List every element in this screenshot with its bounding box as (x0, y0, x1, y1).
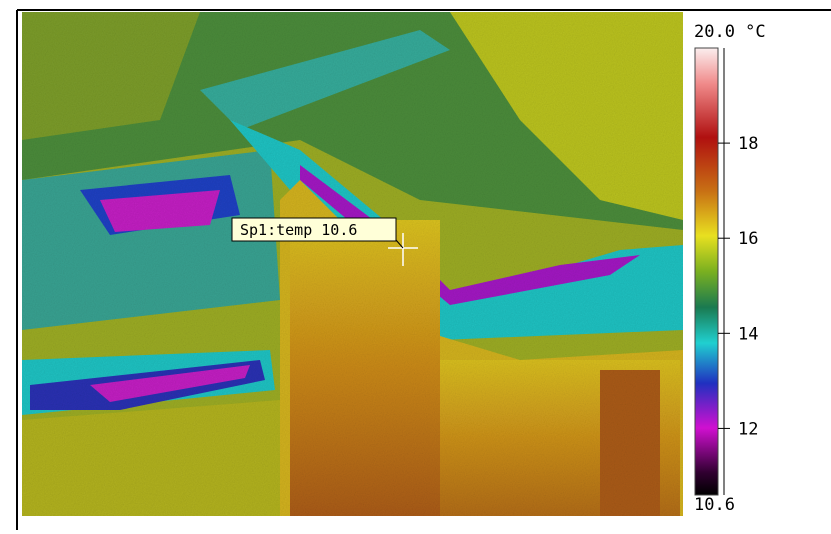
color-scale (694, 47, 719, 496)
scale-min-label: 10.6 (694, 495, 735, 515)
scale-max-label: 20.0 °C (694, 22, 766, 42)
scale-tick-label: 18 (738, 134, 758, 154)
scale-tick-label: 14 (738, 324, 758, 344)
spot-label-box (231, 217, 397, 242)
spot-label: Sp1:temp 10.6 (240, 221, 357, 239)
spot-marker (388, 233, 418, 266)
scale-tick-label: 16 (738, 229, 758, 249)
thermal-image (22, 12, 683, 516)
scale-tick-label: 12 (738, 419, 758, 439)
